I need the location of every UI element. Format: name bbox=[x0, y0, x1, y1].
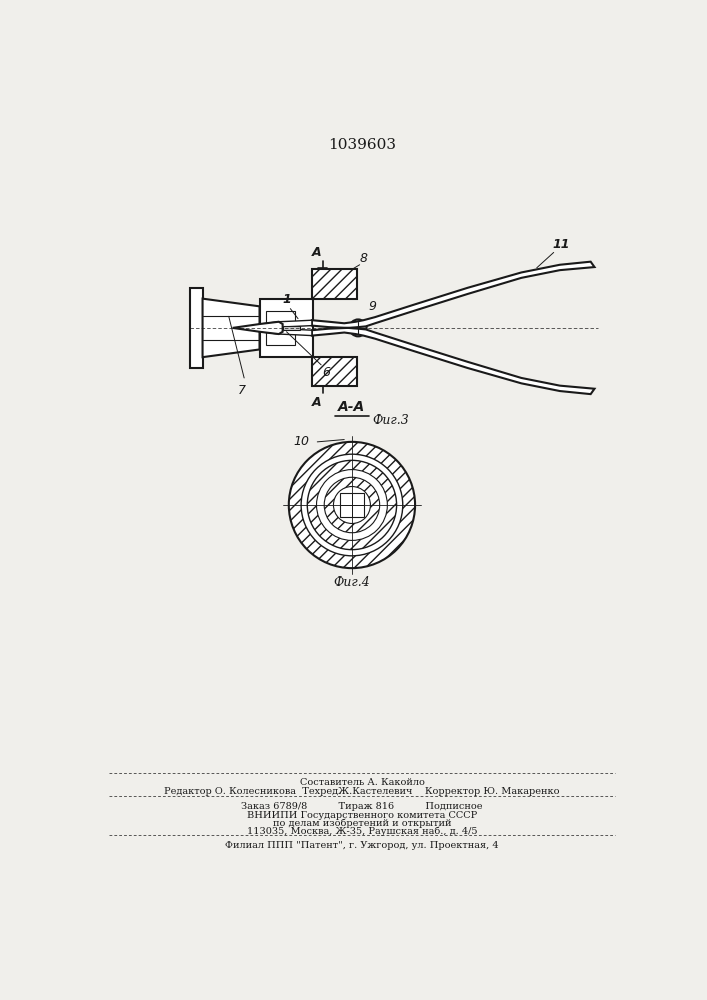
Bar bbox=[283, 326, 300, 330]
Bar bbox=[312, 357, 356, 386]
Text: 9: 9 bbox=[369, 300, 377, 312]
Circle shape bbox=[334, 487, 370, 523]
Polygon shape bbox=[233, 322, 283, 334]
Text: Составитель А. Какойло: Составитель А. Какойло bbox=[300, 778, 424, 787]
Bar bbox=[339, 493, 364, 517]
Bar bbox=[312, 269, 356, 299]
Text: 6: 6 bbox=[322, 366, 331, 379]
Text: 7: 7 bbox=[238, 384, 246, 397]
Bar bbox=[266, 311, 295, 345]
Polygon shape bbox=[259, 328, 312, 336]
Text: 113035, Москва, Ж-35, Раушская наб., д. 4/5: 113035, Москва, Ж-35, Раушская наб., д. … bbox=[247, 826, 477, 836]
Text: 8: 8 bbox=[360, 252, 368, 265]
Polygon shape bbox=[203, 299, 259, 357]
Text: Редактор О. Колесникова  ТехредЖ.Кастелевич    Корректор Ю. Макаренко: Редактор О. Колесникова ТехредЖ.Кастелев… bbox=[164, 787, 560, 796]
Text: 10: 10 bbox=[293, 435, 310, 448]
Text: 1: 1 bbox=[282, 293, 291, 306]
Text: Заказ 6789/8          Тираж 816          Подписное: Заказ 6789/8 Тираж 816 Подписное bbox=[241, 802, 483, 811]
Circle shape bbox=[350, 319, 366, 336]
Polygon shape bbox=[312, 262, 595, 328]
Bar bbox=[190, 288, 203, 368]
Circle shape bbox=[308, 460, 397, 550]
Circle shape bbox=[288, 442, 415, 568]
Text: 1039603: 1039603 bbox=[328, 138, 396, 152]
Circle shape bbox=[301, 454, 403, 556]
Text: Фиг.3: Фиг.3 bbox=[372, 414, 409, 427]
Circle shape bbox=[325, 477, 380, 533]
Text: Филиал ППП "Патент", г. Ужгород, ул. Проектная, 4: Филиал ППП "Патент", г. Ужгород, ул. Про… bbox=[225, 841, 498, 850]
Bar bbox=[259, 299, 313, 357]
Polygon shape bbox=[259, 320, 312, 328]
Text: 11: 11 bbox=[552, 238, 570, 251]
Circle shape bbox=[317, 470, 387, 540]
Text: A: A bbox=[312, 246, 321, 259]
Polygon shape bbox=[312, 328, 595, 394]
Text: A-A: A-A bbox=[339, 400, 366, 414]
Text: A: A bbox=[312, 396, 321, 409]
Text: Фиг.4: Фиг.4 bbox=[334, 576, 370, 588]
Text: по делам изобретений и открытий: по делам изобретений и открытий bbox=[273, 818, 451, 828]
Text: ВНИИПИ Государственного комитета СССР: ВНИИПИ Государственного комитета СССР bbox=[247, 811, 477, 820]
